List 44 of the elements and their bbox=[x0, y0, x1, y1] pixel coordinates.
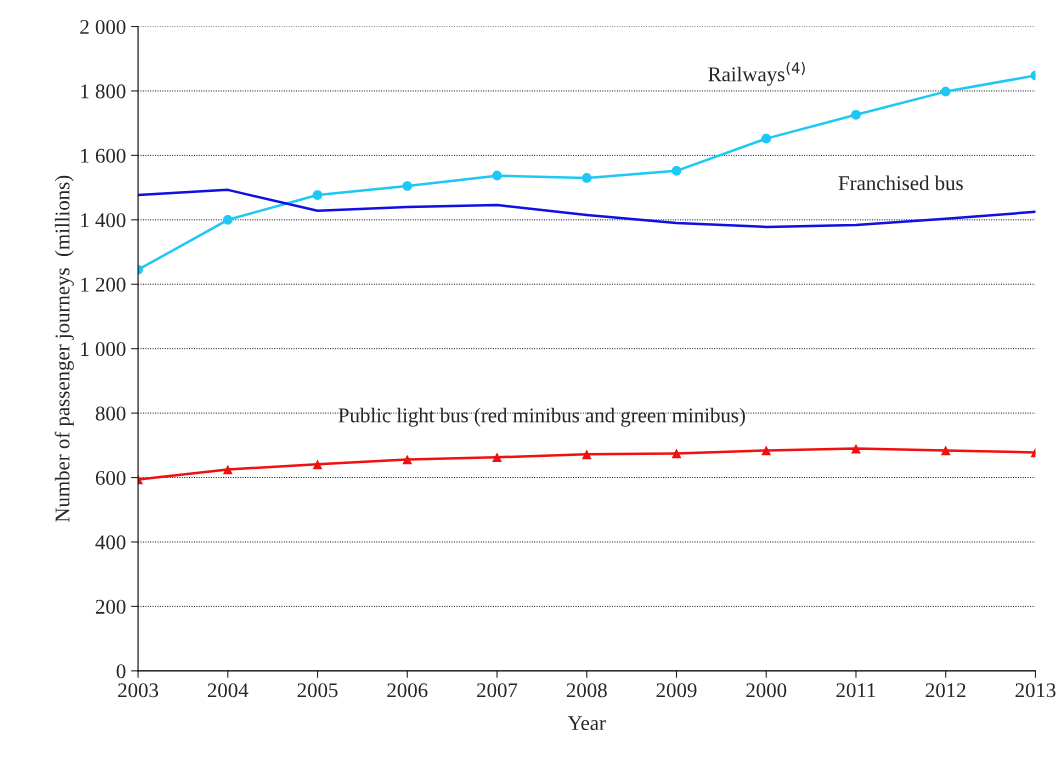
x-tick-label: 2000 bbox=[746, 683, 787, 698]
x-tick-label: 2013 bbox=[1015, 683, 1056, 698]
y-tick-label: 1 000 bbox=[81, 342, 126, 357]
x-tick-label: 2004 bbox=[207, 683, 249, 698]
series-label: Railways$^{(4)}$ bbox=[708, 62, 805, 86]
x-tick-label: 2008 bbox=[566, 683, 607, 698]
point bbox=[940, 445, 951, 456]
series-label: Franchised bus bbox=[838, 175, 963, 191]
point bbox=[402, 454, 413, 465]
x-axis-title: Year bbox=[567, 716, 606, 731]
x-tick-label: 2012 bbox=[925, 683, 966, 698]
point bbox=[671, 165, 682, 176]
y-tick-label: 200 bbox=[95, 599, 126, 614]
point bbox=[671, 448, 682, 459]
x-tick-label: 2011 bbox=[836, 683, 876, 698]
y-tick-label: 1 400 bbox=[81, 213, 126, 228]
x-tick-label: 2005 bbox=[297, 683, 338, 698]
y-tick-label: 600 bbox=[95, 470, 126, 485]
point bbox=[312, 459, 323, 470]
point bbox=[761, 133, 772, 144]
point bbox=[492, 170, 502, 181]
point bbox=[581, 173, 592, 183]
point bbox=[761, 445, 772, 456]
x-tick-label: 2009 bbox=[656, 683, 697, 698]
point bbox=[581, 449, 592, 460]
point bbox=[222, 214, 233, 225]
point bbox=[492, 452, 502, 463]
y-tick-label: 1 200 bbox=[81, 277, 126, 292]
y-tick-label: 0 bbox=[116, 664, 126, 679]
x-tick-label: 2007 bbox=[477, 683, 518, 698]
y-tick-label: 1 800 bbox=[81, 84, 126, 99]
point bbox=[312, 190, 323, 200]
y-axis-title: Number of passenger journeys (millions) bbox=[54, 175, 74, 522]
y-tick-label: 1 600 bbox=[81, 148, 126, 163]
x-tick-label: 2006 bbox=[387, 683, 428, 698]
y-tick-label: 800 bbox=[95, 406, 126, 421]
point bbox=[402, 181, 413, 191]
point bbox=[222, 464, 233, 475]
x-tick-label: 2003 bbox=[118, 683, 159, 698]
point bbox=[940, 86, 951, 97]
series-label: Public light bus (red minibus and green minibus) bbox=[338, 407, 745, 427]
point bbox=[851, 109, 861, 120]
y-tick-label: 2 000 bbox=[80, 19, 126, 34]
y-tick-label: 400 bbox=[95, 535, 126, 550]
